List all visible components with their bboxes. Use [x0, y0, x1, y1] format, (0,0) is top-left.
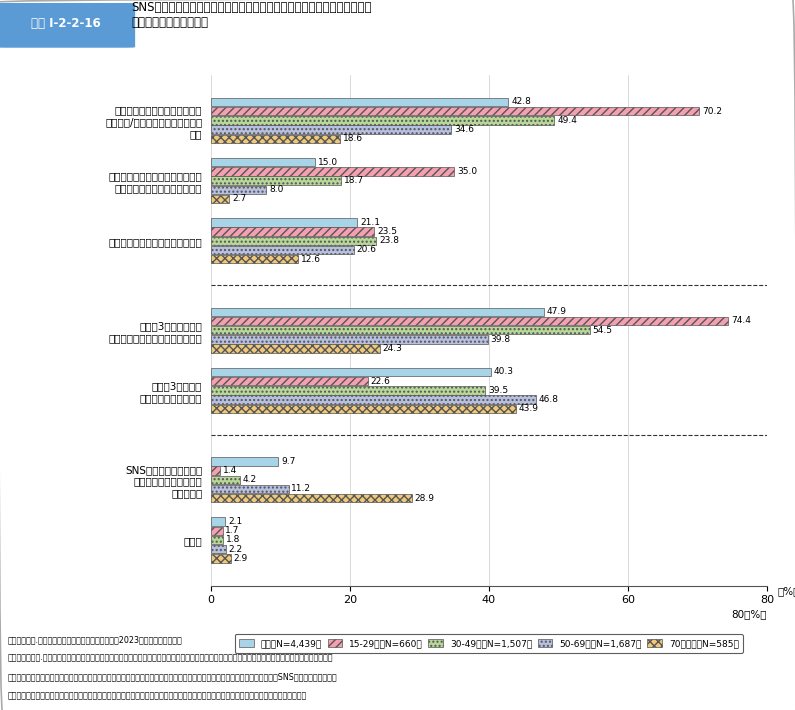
Text: 70.2: 70.2: [702, 106, 722, 116]
Bar: [211, 158, 315, 166]
Text: 1.4: 1.4: [223, 466, 238, 475]
Text: 35.0: 35.0: [457, 167, 477, 176]
Text: 39.8: 39.8: [491, 335, 510, 344]
Bar: [211, 255, 298, 263]
Text: 49.4: 49.4: [557, 116, 577, 125]
Text: 43.9: 43.9: [519, 404, 539, 413]
Bar: [211, 185, 266, 194]
Text: （備考）　１.　消費者庁「消費者意識基本調査」（2023年度）により作成。: （備考） １. 消費者庁「消費者意識基本調査」（2023年度）により作成。: [8, 635, 183, 644]
Text: 46.8: 46.8: [539, 395, 559, 404]
Bar: [211, 476, 240, 484]
Text: 2.2: 2.2: [229, 545, 243, 554]
Text: 42.8: 42.8: [511, 97, 531, 106]
Text: 47.9: 47.9: [547, 307, 567, 316]
Bar: [211, 386, 486, 395]
Text: 12.6: 12.6: [301, 255, 321, 263]
Bar: [211, 236, 376, 245]
Text: 2.7: 2.7: [232, 195, 246, 204]
Bar: [211, 368, 491, 376]
Bar: [211, 344, 380, 353]
Text: 8.0: 8.0: [269, 185, 284, 195]
Text: 23.8: 23.8: [379, 236, 399, 245]
Text: 28.9: 28.9: [414, 493, 435, 503]
Bar: [211, 116, 554, 124]
Text: 動画サイト等で、商品やサービスに関して、以下の反応をしたことはありますか。」との問いに対する回答（複数回答）。: 動画サイト等で、商品やサービスに関して、以下の反応をしたことはありますか。」との…: [8, 692, 307, 700]
Text: 24.3: 24.3: [382, 344, 402, 353]
Text: 1.8: 1.8: [226, 535, 240, 545]
Text: 11.2: 11.2: [291, 484, 312, 493]
Bar: [211, 518, 225, 525]
Text: 18.7: 18.7: [343, 176, 363, 185]
Bar: [211, 466, 220, 475]
Bar: [211, 555, 231, 562]
Text: 40.3: 40.3: [494, 368, 514, 376]
Bar: [211, 377, 368, 386]
Bar: [211, 335, 487, 344]
Text: 2.1: 2.1: [228, 517, 242, 526]
Text: （%）: （%）: [778, 586, 795, 596]
Bar: [211, 536, 223, 544]
Bar: [211, 218, 358, 226]
Text: 54.5: 54.5: [592, 326, 613, 334]
Text: 23.5: 23.5: [377, 227, 397, 236]
Bar: [211, 195, 230, 203]
Bar: [211, 227, 374, 236]
Bar: [211, 107, 699, 115]
Text: 80（%）: 80（%）: [731, 608, 767, 618]
Bar: [211, 527, 223, 535]
Text: 4.2: 4.2: [242, 475, 257, 484]
Text: 利用している」、「毎日ではないが定期的に利用している」又は「時々利用している」と回答した人への、「SNSやクチコミサイト、: 利用している」、「毎日ではないが定期的に利用している」又は「時々利用している」と…: [8, 672, 338, 682]
Bar: [211, 457, 278, 466]
FancyBboxPatch shape: [0, 3, 135, 48]
Text: SNSやクチコミサイト、動画サイト等で、商品やサービスに関して反応を
行った経験（年齢層別）: SNSやクチコミサイト、動画サイト等で、商品やサービスに関して反応を 行った経験…: [131, 1, 372, 29]
Bar: [211, 246, 354, 254]
Text: 20.6: 20.6: [357, 246, 377, 254]
Bar: [211, 494, 412, 503]
Text: 図表 I-2-2-16: 図表 I-2-2-16: [31, 17, 101, 30]
Bar: [211, 176, 341, 185]
Text: 74.4: 74.4: [731, 317, 750, 325]
Bar: [211, 126, 452, 133]
Bar: [211, 405, 516, 413]
Text: ２.　「あなたは普段、パソコンやスマートフォン等で、どの程度インターネットを利用していますか。」との問いに対し、「ほとんど毎日: ２. 「あなたは普段、パソコンやスマートフォン等で、どの程度インターネットを利用…: [8, 654, 333, 662]
Text: 22.6: 22.6: [370, 376, 390, 386]
Bar: [211, 395, 536, 404]
Text: 15.0: 15.0: [318, 158, 338, 167]
Text: 39.5: 39.5: [488, 386, 508, 395]
Bar: [211, 545, 226, 553]
Bar: [211, 167, 454, 175]
Bar: [211, 307, 544, 316]
Text: 34.6: 34.6: [454, 125, 474, 134]
Text: 18.6: 18.6: [343, 134, 363, 143]
Bar: [211, 326, 590, 334]
Bar: [211, 98, 509, 106]
Text: 1.7: 1.7: [225, 526, 239, 535]
Text: 21.1: 21.1: [360, 218, 380, 226]
Bar: [211, 317, 728, 325]
Legend: 全体（N=4,439）, 15-29歳（N=660）, 30-49歳（N=1,507）, 50-69歳（N=1,687）, 70歳以上（N=585）: 全体（N=4,439）, 15-29歳（N=660）, 30-49歳（N=1,5…: [235, 635, 743, 652]
Text: 9.7: 9.7: [281, 457, 295, 466]
Bar: [211, 135, 340, 143]
Text: 2.9: 2.9: [234, 554, 248, 563]
Bar: [211, 485, 289, 493]
